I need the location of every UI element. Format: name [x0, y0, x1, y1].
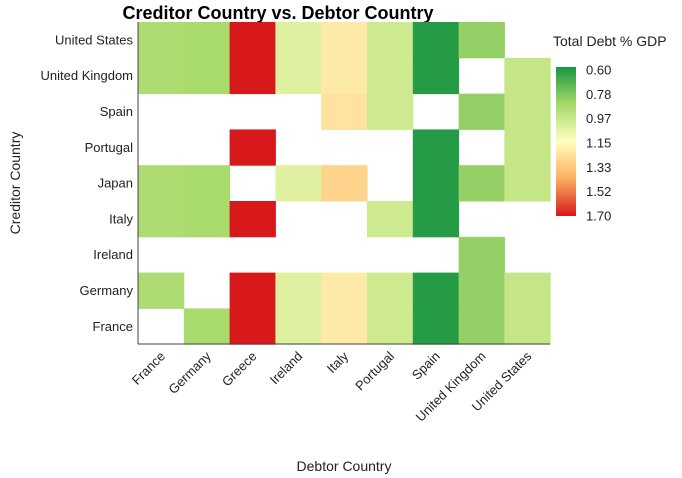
y-tick-label: United States [55, 32, 134, 47]
legend: Total Debt % GDP 0.60 0.78 0.97 1.15 1.33 1.5… [553, 33, 667, 224]
heatmap-cell [367, 201, 414, 238]
heatmap-cells [138, 22, 551, 345]
heatmap-cell [412, 308, 460, 345]
heatmap-cell [412, 57, 460, 95]
heatmap-cell [321, 57, 368, 95]
heatmap-cell [504, 93, 551, 130]
heatmap-cell [367, 93, 414, 130]
legend-tick-label: 1.70 [586, 209, 611, 224]
heatmap-cell [458, 93, 505, 130]
heatmap-cell [367, 272, 414, 309]
chart-title: Creditor Country vs. Debtor Country [122, 3, 433, 23]
heatmap-cell [458, 165, 505, 202]
heatmap-cell [504, 272, 551, 309]
heatmap-cell [229, 308, 276, 345]
heatmap-cell [229, 57, 276, 95]
heatmap-cell [229, 129, 276, 166]
legend-title: Total Debt % GDP [553, 33, 667, 49]
heatmap-cell [275, 22, 322, 59]
legend-colorbar [556, 67, 576, 216]
heatmap-cell [138, 22, 185, 59]
x-tick-label: Ireland [267, 349, 306, 388]
heatmap-cell [229, 272, 276, 309]
y-tick-label: Japan [98, 176, 133, 191]
legend-tick-label: 0.60 [586, 63, 611, 78]
heatmap-cell [183, 22, 231, 59]
heatmap-cell [321, 165, 368, 202]
x-tick-label: Portugal [352, 348, 397, 393]
x-tick-label: Greece [219, 349, 260, 390]
y-tick-label: Italy [109, 211, 133, 226]
heatmap-cell [321, 22, 368, 59]
y-tick-label: United Kingdom [41, 68, 134, 83]
heatmap-cell [412, 22, 460, 59]
heatmap-cell [458, 22, 505, 59]
y-tick-label: Germany [80, 283, 134, 298]
heatmap-cell [367, 308, 414, 345]
heatmap-cell [504, 129, 551, 166]
legend-tick-label: 1.33 [586, 160, 611, 175]
heatmap-cell [504, 57, 551, 95]
y-tick-labels: United States United Kingdom Spain Portugal… [41, 32, 134, 333]
heatmap-cell [275, 165, 322, 202]
heatmap-cell [321, 93, 368, 130]
heatmap-cell [367, 22, 414, 59]
legend-tick-label: 0.97 [586, 111, 611, 126]
x-axis-title: Debtor Country [297, 458, 392, 474]
legend-tick-label: 0.78 [586, 87, 611, 102]
y-axis-title: Creditor Country [7, 132, 23, 235]
heatmap-cell [412, 272, 460, 309]
heatmap-cell [367, 57, 414, 95]
heatmap-cell [504, 165, 551, 202]
heatmap-cell [321, 272, 368, 309]
y-tick-label: Spain [100, 104, 133, 119]
heatmap-cell [183, 57, 231, 95]
legend-tick-label: 1.15 [586, 136, 611, 151]
legend-tick-label: 1.52 [586, 184, 611, 199]
x-tick-label: Spain [409, 349, 443, 383]
heatmap-cell [183, 308, 231, 345]
x-tick-label: Germany [165, 348, 214, 397]
heatmap-cell [138, 272, 185, 309]
heatmap-cell [275, 308, 322, 345]
y-tick-label: France [93, 319, 133, 334]
heatmap-cell [229, 22, 276, 59]
heatmap-cell [138, 165, 185, 202]
y-tick-label: Ireland [93, 247, 133, 262]
x-tick-label: Italy [324, 348, 352, 376]
heatmap-cell [183, 165, 231, 202]
heatmap-cell [138, 201, 185, 238]
heatmap-cell [229, 201, 276, 238]
heatmap-cell [275, 272, 322, 309]
legend-tick-labels: 0.60 0.78 0.97 1.15 1.33 1.52 1.70 [586, 63, 611, 224]
x-tick-label: France [129, 349, 168, 388]
axes [137, 22, 550, 345]
heatmap-cell [138, 57, 185, 95]
heatmap-cell [183, 201, 231, 238]
heatmap-cell [504, 308, 551, 345]
y-tick-label: Portugal [85, 140, 134, 155]
heatmap-cell [412, 201, 460, 238]
heatmap-cell [458, 236, 505, 274]
heatmap-cell [275, 57, 322, 95]
heatmap-cell [458, 272, 505, 309]
heatmap-cell [412, 129, 460, 166]
heatmap-cell [412, 165, 460, 202]
heatmap-cell [458, 308, 505, 345]
heatmap-cell [321, 308, 368, 345]
